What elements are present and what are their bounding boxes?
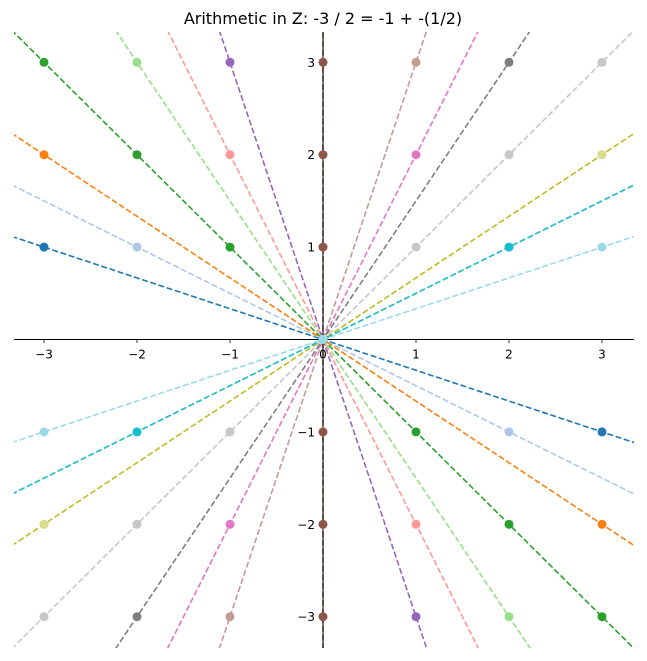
- data-point: [597, 519, 607, 529]
- data-point: [132, 150, 142, 160]
- series-line: [218, 32, 428, 648]
- data-point: [504, 242, 514, 252]
- data-point: [411, 242, 421, 252]
- y-tick-label: −2: [297, 518, 315, 532]
- data-point: [39, 242, 49, 252]
- data-point: [504, 427, 514, 437]
- y-tick-label: −3: [297, 610, 315, 624]
- y-tick-label: 3: [307, 56, 315, 70]
- x-tick-label: −2: [128, 348, 146, 362]
- y-tick-label: −1: [297, 425, 315, 439]
- data-point: [225, 612, 235, 622]
- x-tick-label: −1: [221, 348, 239, 362]
- data-point: [39, 612, 49, 622]
- x-tick-label: 3: [598, 348, 606, 362]
- data-point: [504, 57, 514, 67]
- data-point: [597, 242, 607, 252]
- data-point: [504, 612, 514, 622]
- x-tick-label: 2: [505, 348, 513, 362]
- data-point: [411, 519, 421, 529]
- data-point: [225, 242, 235, 252]
- data-point: [411, 612, 421, 622]
- origin-point: [318, 335, 328, 344]
- data-point: [132, 519, 142, 529]
- data-point: [597, 612, 607, 622]
- data-point: [132, 242, 142, 252]
- data-point: [132, 57, 142, 67]
- x-tick-label: 1: [412, 348, 420, 362]
- data-point: [318, 427, 328, 437]
- data-point: [318, 612, 328, 622]
- y-tick-label: 2: [307, 148, 315, 162]
- data-point: [225, 427, 235, 437]
- data-point: [39, 150, 49, 160]
- data-point: [132, 612, 142, 622]
- data-point: [597, 57, 607, 67]
- data-point: [597, 427, 607, 437]
- series-line: [218, 32, 428, 648]
- data-point: [318, 57, 328, 67]
- data-point: [411, 150, 421, 160]
- chart-title: Arithmetic in Z: -3 / 2 = -1 + -(1/2): [184, 9, 462, 28]
- data-point: [411, 57, 421, 67]
- data-point: [318, 519, 328, 529]
- data-point: [318, 150, 328, 160]
- data-point: [597, 150, 607, 160]
- series-points: [39, 57, 607, 622]
- data-point: [225, 519, 235, 529]
- data-point: [504, 519, 514, 529]
- tick-labels: −3 −2 −1 0 1 2 3 −3 −2 −1 1 2 3: [35, 56, 606, 624]
- data-point: [39, 519, 49, 529]
- data-point: [504, 150, 514, 160]
- x-tick-label: −3: [35, 348, 53, 362]
- data-point: [39, 57, 49, 67]
- x-tick-label: 0: [319, 348, 327, 362]
- data-point: [411, 427, 421, 437]
- data-point: [225, 150, 235, 160]
- data-point: [318, 242, 328, 252]
- data-point: [39, 427, 49, 437]
- data-point: [225, 57, 235, 67]
- y-tick-label: 1: [307, 241, 315, 255]
- data-point: [132, 427, 142, 437]
